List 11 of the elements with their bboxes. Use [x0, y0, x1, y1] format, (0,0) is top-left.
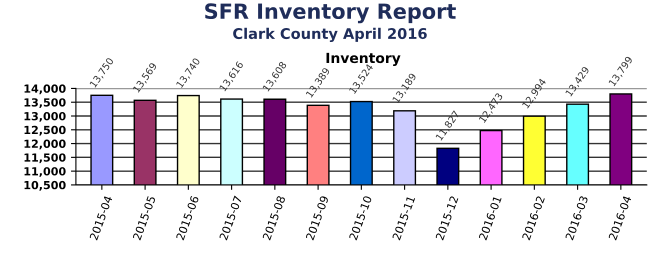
y-tick-label: 12,500 [24, 126, 66, 136]
chart-title: SFR Inventory Report [205, 3, 456, 24]
y-tick-label: 13,500 [24, 98, 66, 108]
chart-subtitle: Clark County April 2016 [233, 28, 427, 42]
text: Inventory [326, 52, 400, 66]
y-tick-label: 10,500 [24, 180, 66, 191]
y-tick-label: 13,000 [24, 112, 66, 122]
y-tick-label: 11,000 [24, 167, 66, 177]
y-tick-label: 12,000 [24, 140, 66, 150]
y-tick-label: 11,500 [24, 153, 66, 164]
y-tick-label: 14,000 [24, 84, 66, 94]
